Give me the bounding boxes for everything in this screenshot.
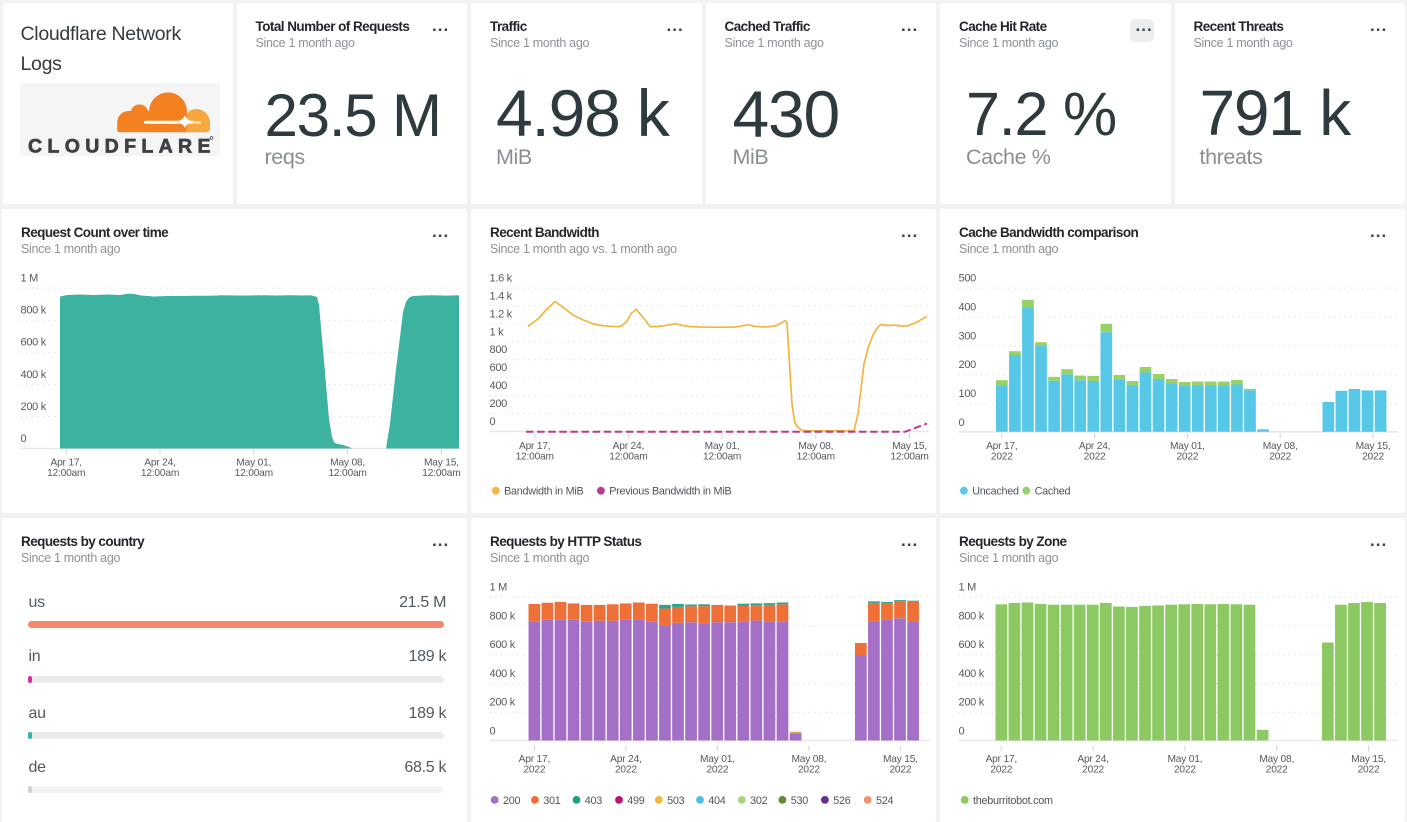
svg-text:Cached: Cached bbox=[1035, 486, 1071, 498]
svg-text:12:00am: 12:00am bbox=[141, 468, 179, 479]
svg-text:May 15,: May 15, bbox=[1351, 754, 1386, 765]
svg-text:Apr 24,: Apr 24, bbox=[1079, 441, 1110, 452]
svg-text:2022: 2022 bbox=[523, 764, 545, 775]
svg-text:2022: 2022 bbox=[1358, 764, 1380, 775]
svg-text:600: 600 bbox=[490, 362, 508, 374]
svg-text:2022: 2022 bbox=[1174, 764, 1196, 775]
svg-text:300: 300 bbox=[959, 330, 977, 342]
svg-text:May 15,: May 15, bbox=[883, 754, 918, 765]
svg-text:Apr 17,: Apr 17, bbox=[519, 441, 550, 452]
svg-text:200: 200 bbox=[490, 398, 508, 410]
svg-text:2022: 2022 bbox=[990, 764, 1012, 775]
svg-text:2022: 2022 bbox=[1082, 764, 1104, 775]
svg-text:503: 503 bbox=[667, 795, 685, 807]
svg-text:0: 0 bbox=[959, 417, 965, 429]
svg-text:800: 800 bbox=[490, 344, 508, 356]
svg-text:May 01,: May 01, bbox=[1170, 441, 1205, 452]
svg-text:May 01,: May 01, bbox=[1167, 754, 1202, 765]
svg-text:theburritobot.com: theburritobot.com bbox=[973, 795, 1053, 807]
svg-text:12:00am: 12:00am bbox=[235, 468, 273, 479]
svg-text:524: 524 bbox=[876, 795, 894, 807]
svg-text:1 k: 1 k bbox=[490, 326, 505, 338]
svg-text:600 k: 600 k bbox=[490, 639, 516, 651]
svg-text:Uncached: Uncached bbox=[972, 486, 1019, 498]
svg-text:404: 404 bbox=[708, 795, 726, 807]
svg-text:12:00am: 12:00am bbox=[703, 452, 741, 463]
svg-text:2022: 2022 bbox=[991, 452, 1013, 463]
svg-text:200: 200 bbox=[959, 359, 977, 371]
svg-text:2022: 2022 bbox=[1362, 452, 1384, 463]
svg-text:Apr 24,: Apr 24, bbox=[144, 457, 175, 468]
svg-text:800 k: 800 k bbox=[490, 610, 516, 622]
svg-text:1 M: 1 M bbox=[959, 582, 977, 594]
svg-text:May 15,: May 15, bbox=[1356, 441, 1391, 452]
svg-text:May 08,: May 08, bbox=[791, 754, 826, 765]
svg-text:0: 0 bbox=[490, 726, 496, 738]
svg-text:12:00am: 12:00am bbox=[328, 468, 366, 479]
svg-text:400: 400 bbox=[490, 380, 508, 392]
svg-text:2022: 2022 bbox=[798, 764, 820, 775]
svg-text:May 01,: May 01, bbox=[705, 441, 740, 452]
svg-text:Apr 17,: Apr 17, bbox=[986, 441, 1017, 452]
svg-text:800 k: 800 k bbox=[21, 305, 47, 317]
svg-text:12:00am: 12:00am bbox=[516, 452, 554, 463]
svg-text:Apr 17,: Apr 17, bbox=[50, 457, 81, 468]
svg-text:2022: 2022 bbox=[1269, 452, 1291, 463]
svg-text:May 15,: May 15, bbox=[892, 441, 927, 452]
svg-text:Apr 24,: Apr 24, bbox=[1077, 754, 1108, 765]
svg-text:May 15,: May 15, bbox=[424, 457, 459, 468]
svg-text:2022: 2022 bbox=[889, 764, 911, 775]
svg-text:Previous Bandwidth in MiB: Previous Bandwidth in MiB bbox=[609, 486, 731, 498]
svg-text:600 k: 600 k bbox=[21, 337, 47, 349]
svg-text:May 01,: May 01, bbox=[700, 754, 735, 765]
svg-text:12:00am: 12:00am bbox=[47, 468, 85, 479]
svg-text:302: 302 bbox=[750, 795, 768, 807]
svg-text:301: 301 bbox=[543, 795, 561, 807]
svg-text:Bandwidth in MiB: Bandwidth in MiB bbox=[504, 486, 583, 498]
svg-text:2022: 2022 bbox=[706, 764, 728, 775]
svg-text:1.6 k: 1.6 k bbox=[490, 273, 513, 285]
svg-text:530: 530 bbox=[791, 795, 809, 807]
svg-text:May 08,: May 08, bbox=[330, 457, 365, 468]
svg-text:2022: 2022 bbox=[1266, 764, 1288, 775]
svg-text:1 M: 1 M bbox=[490, 582, 508, 594]
svg-text:2022: 2022 bbox=[1176, 452, 1198, 463]
svg-text:12:00am: 12:00am bbox=[422, 468, 460, 479]
svg-text:Apr 17,: Apr 17, bbox=[519, 754, 550, 765]
svg-text:800 k: 800 k bbox=[959, 610, 985, 622]
svg-text:400 k: 400 k bbox=[21, 369, 47, 381]
svg-text:600 k: 600 k bbox=[959, 639, 985, 651]
svg-text:12:00am: 12:00am bbox=[890, 452, 928, 463]
svg-text:May 08,: May 08, bbox=[1263, 441, 1298, 452]
svg-text:403: 403 bbox=[585, 795, 603, 807]
svg-text:400 k: 400 k bbox=[490, 668, 516, 680]
svg-text:500: 500 bbox=[959, 273, 977, 285]
svg-text:Apr 17,: Apr 17, bbox=[986, 754, 1017, 765]
svg-text:12:00am: 12:00am bbox=[797, 452, 835, 463]
svg-text:200 k: 200 k bbox=[490, 697, 516, 709]
svg-text:200: 200 bbox=[503, 795, 521, 807]
svg-text:526: 526 bbox=[833, 795, 851, 807]
svg-text:May 01,: May 01, bbox=[236, 457, 271, 468]
svg-text:1 M: 1 M bbox=[21, 273, 39, 285]
svg-text:200 k: 200 k bbox=[959, 697, 985, 709]
svg-text:May 08,: May 08, bbox=[1259, 754, 1294, 765]
svg-text:499: 499 bbox=[627, 795, 645, 807]
svg-text:1.2 k: 1.2 k bbox=[490, 308, 513, 320]
svg-text:0: 0 bbox=[959, 726, 965, 738]
svg-text:1.4 k: 1.4 k bbox=[490, 290, 513, 302]
svg-text:May 08,: May 08, bbox=[798, 441, 833, 452]
svg-text:0: 0 bbox=[490, 416, 496, 428]
svg-text:400 k: 400 k bbox=[959, 668, 985, 680]
svg-text:2022: 2022 bbox=[1084, 452, 1106, 463]
svg-text:Apr 24,: Apr 24, bbox=[610, 754, 641, 765]
svg-text:400: 400 bbox=[959, 301, 977, 313]
svg-text:12:00am: 12:00am bbox=[609, 452, 647, 463]
svg-text:Apr 24,: Apr 24, bbox=[613, 441, 644, 452]
svg-text:0: 0 bbox=[21, 433, 27, 445]
svg-text:2022: 2022 bbox=[615, 764, 637, 775]
svg-text:200 k: 200 k bbox=[21, 401, 47, 413]
svg-text:100: 100 bbox=[959, 388, 977, 400]
